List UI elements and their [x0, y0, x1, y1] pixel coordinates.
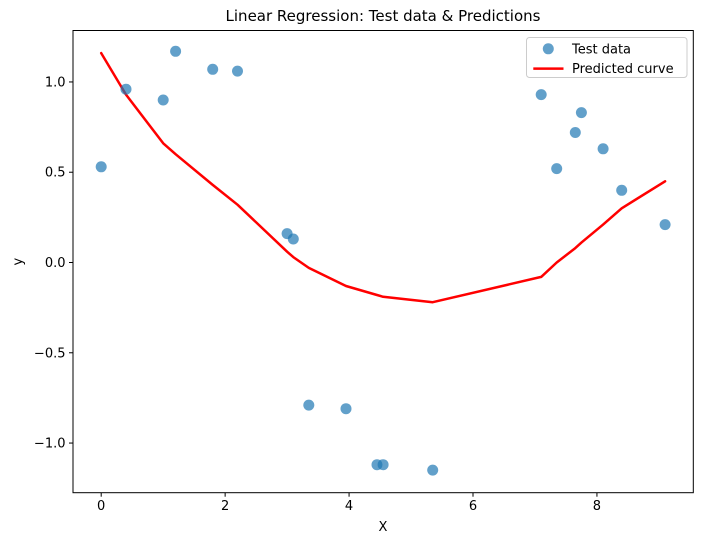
scatter-point: [157, 94, 169, 106]
scatter-point: [340, 403, 352, 415]
y-tick-label: 0.5: [45, 166, 66, 181]
y-tick-label: −0.5: [34, 346, 66, 361]
scatter-point: [287, 233, 299, 245]
y-axis-ticks: 1.0 0.5 0.0 −0.5 −1.0: [34, 75, 73, 452]
plot-area-border: [72, 30, 694, 494]
scatter-point: [95, 161, 107, 173]
x-tick-label: 2: [221, 499, 229, 514]
scatter-point: [427, 464, 439, 476]
legend: Test data Predicted curve: [526, 37, 688, 78]
scatter-point: [551, 163, 563, 175]
scatter-point: [207, 63, 219, 75]
scatter-point: [616, 184, 628, 196]
y-tick-label: −1.0: [34, 437, 66, 452]
scatter-point: [170, 45, 182, 57]
scatter-point: [303, 399, 315, 411]
predicted-curve-path: [99, 51, 667, 304]
legend-entry-test-data: Test data: [571, 42, 631, 57]
legend-entry-predicted-curve: Predicted curve: [572, 62, 674, 77]
scatter-point: [659, 219, 671, 231]
x-axis-label: X: [379, 520, 388, 535]
scatter-point: [569, 127, 581, 138]
scatter-point: [377, 459, 389, 471]
legend-frame: [526, 37, 688, 78]
x-axis-ticks: 0 2 4 6 8: [97, 492, 601, 514]
y-tick-label: 1.0: [45, 75, 66, 90]
scatter-point: [597, 143, 609, 155]
x-tick-label: 6: [469, 499, 477, 514]
y-axis-label: y: [11, 257, 26, 265]
test-data-series: [95, 45, 671, 476]
x-tick-label: 8: [593, 499, 601, 514]
legend-scatter-marker-icon: [542, 43, 554, 55]
x-tick-label: 4: [345, 499, 353, 514]
predicted-curve-series: [99, 51, 667, 304]
scatter-point: [232, 65, 243, 77]
x-tick-label: 0: [97, 499, 105, 514]
chart-title: Linear Regression: Test data & Predictio…: [226, 7, 541, 25]
scatter-point: [575, 107, 587, 119]
scatter-point: [535, 89, 547, 101]
y-tick-label: 0.0: [45, 256, 66, 271]
scatter-point: [120, 83, 132, 95]
